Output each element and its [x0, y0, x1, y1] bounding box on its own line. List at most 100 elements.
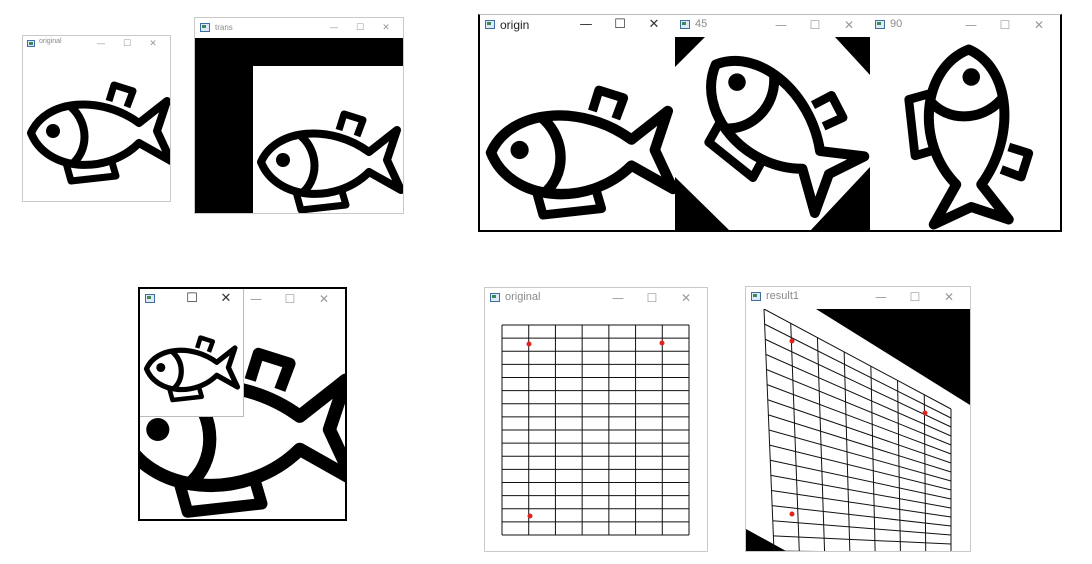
fish-icon: [31, 85, 170, 181]
maximize-button[interactable]: ☐: [284, 292, 296, 306]
rotation-strip: origin — ☐ ✕ 45 — ☐ ✕: [478, 14, 1062, 232]
reference-point-marker: [789, 338, 795, 344]
grid-line-horizontal: [770, 474, 952, 509]
image-canvas: [870, 37, 1060, 230]
minimize-button[interactable]: —: [250, 292, 262, 306]
title-bar[interactable]: origin — ☐ ✕: [480, 15, 675, 35]
image-canvas: [195, 38, 403, 213]
app-window-icon: [751, 292, 761, 301]
grid-line-horizontal: [771, 490, 952, 518]
fish-icon: [909, 50, 1029, 225]
translate-original-window: original — ☐ ✕: [22, 35, 171, 202]
app-window-icon: [145, 294, 155, 303]
close-button[interactable]: ✕: [680, 291, 692, 305]
minimize-button[interactable]: —: [965, 18, 977, 32]
image-canvas: [480, 37, 675, 230]
window-title: 45: [695, 18, 708, 30]
grid-line-horizontal: [770, 459, 952, 500]
image-canvas: [675, 37, 870, 230]
corner-black-top-right: [835, 37, 870, 75]
minimize-button[interactable]: —: [96, 39, 106, 49]
fish-icon: [147, 338, 238, 400]
corner-black-bottom-right: [810, 167, 870, 230]
close-button[interactable]: ✕: [220, 291, 232, 306]
minimize-button[interactable]: —: [775, 18, 787, 32]
app-window-icon: [680, 20, 690, 29]
window-title: trans: [215, 23, 233, 32]
reference-point-marker: [789, 511, 795, 517]
grid-line-horizontal: [768, 414, 952, 473]
title-bar[interactable]: trans — ☐ ✕: [195, 18, 403, 38]
window-title: origin: [500, 18, 530, 32]
grid-line-horizontal: [765, 353, 952, 437]
grid-line-horizontal: [772, 520, 952, 536]
maximize-button[interactable]: ☐: [999, 18, 1011, 32]
warped-grid-canvas: [746, 309, 970, 551]
minimize-button[interactable]: —: [612, 291, 624, 305]
app-window-icon: [490, 293, 500, 302]
reference-point-marker: [527, 513, 533, 519]
black-fill-top-right: [816, 309, 970, 405]
app-window-icon: [485, 20, 495, 29]
grid-line-horizontal: [768, 429, 952, 482]
maximize-button[interactable]: ☐: [646, 291, 658, 305]
black-fill-bottom-left: [746, 529, 786, 551]
close-button[interactable]: ✕: [843, 18, 855, 32]
grid-line-horizontal: [765, 338, 952, 428]
window-title: original: [505, 291, 541, 303]
grid-line-horizontal: [766, 384, 952, 455]
close-button[interactable]: ✕: [943, 290, 955, 304]
title-bar[interactable]: 45 — ☐ ✕: [675, 15, 870, 35]
maximize-button[interactable]: ☐: [122, 39, 132, 49]
close-button[interactable]: ✕: [648, 17, 660, 32]
rotate-origin-window: origin — ☐ ✕: [478, 14, 675, 232]
perspective-result-window: result1 — ☐ ✕: [745, 286, 971, 552]
title-bar[interactable]: result1 — ☐ ✕: [746, 287, 970, 307]
title-bar[interactable]: 90 — ☐ ✕: [870, 15, 1060, 35]
image-canvas: [140, 309, 243, 416]
minimize-button[interactable]: —: [329, 23, 339, 33]
grid-line-horizontal: [764, 323, 952, 419]
rotate-90-window: 90 — ☐ ✕: [870, 14, 1062, 232]
rotate-45-window: 45 — ☐ ✕: [675, 14, 870, 232]
title-bar[interactable]: original — ☐ ✕: [23, 36, 170, 52]
black-border-left: [195, 38, 253, 213]
grid-line-horizontal: [767, 399, 952, 464]
grid-line-horizontal: [769, 444, 952, 491]
maximize-button[interactable]: ☐: [614, 17, 626, 32]
fish-icon: [491, 90, 673, 215]
close-button[interactable]: ✕: [149, 39, 157, 49]
reference-point-marker: [922, 410, 928, 416]
grid-line-horizontal: [763, 309, 952, 410]
close-button[interactable]: ✕: [1033, 18, 1045, 32]
image-canvas: [23, 52, 170, 201]
window-title: result1: [766, 290, 800, 302]
window-title: 90: [890, 18, 903, 30]
perspective-original-window: original — ☐ ✕: [484, 287, 708, 552]
title-bar[interactable]: original — ☐ ✕: [485, 288, 707, 308]
reference-point-marker: [659, 340, 665, 346]
image-canvas: [746, 309, 970, 551]
title-bar[interactable]: ☐ ✕: [140, 289, 243, 309]
grid-line-horizontal: [773, 535, 952, 545]
scale-small-window: ☐ ✕: [140, 289, 244, 417]
image-canvas: [485, 310, 707, 551]
grid-line-horizontal: [766, 369, 952, 446]
app-window-icon: [27, 40, 35, 47]
maximize-button[interactable]: ☐: [355, 23, 365, 33]
close-button[interactable]: ✕: [382, 23, 390, 33]
grid-line-vertical: [923, 394, 927, 551]
corner-black-top-left: [675, 37, 705, 67]
maximize-button[interactable]: ☐: [909, 290, 921, 304]
corner-black-bottom-left: [675, 177, 729, 230]
close-button[interactable]: ✕: [318, 292, 330, 306]
translate-result-window: trans — ☐ ✕: [194, 17, 404, 214]
grid-line-horizontal: [772, 505, 952, 527]
minimize-button[interactable]: —: [875, 290, 887, 304]
maximize-button[interactable]: ☐: [809, 18, 821, 32]
app-window-icon: [875, 20, 885, 29]
minimize-button[interactable]: —: [579, 17, 593, 32]
maximize-button[interactable]: ☐: [186, 291, 198, 306]
window-title: original: [39, 38, 62, 45]
reference-point-marker: [526, 341, 532, 347]
